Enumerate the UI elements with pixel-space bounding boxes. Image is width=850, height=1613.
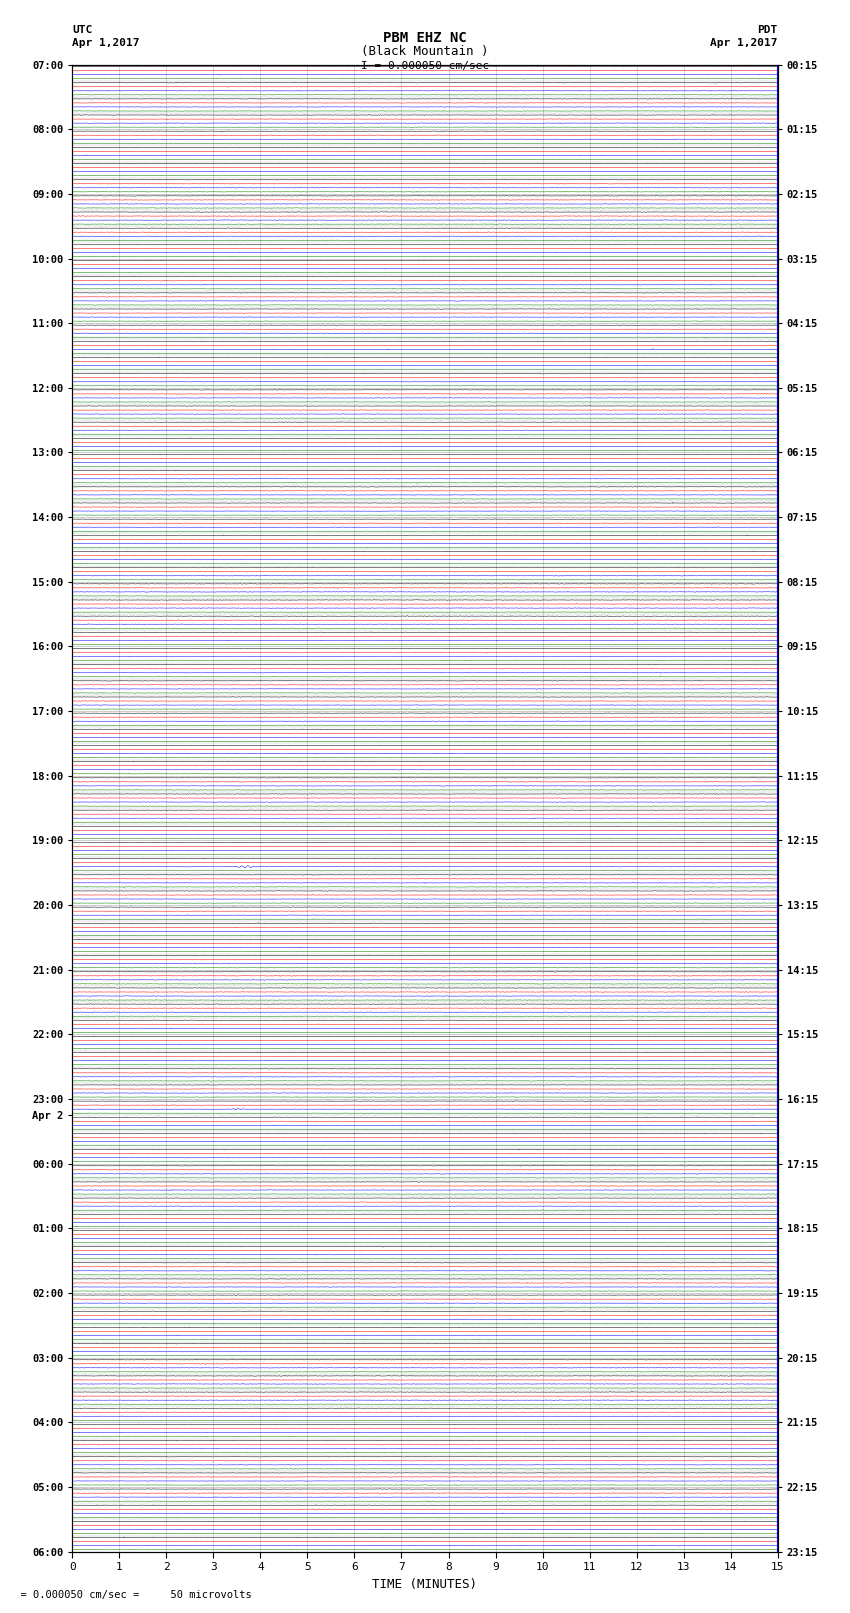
Text: Apr 1,2017: Apr 1,2017 [72,39,139,48]
Text: I = 0.000050 cm/sec: I = 0.000050 cm/sec [361,61,489,71]
Text: UTC: UTC [72,26,93,35]
Text: PDT: PDT [757,26,778,35]
Text: PBM EHZ NC: PBM EHZ NC [383,31,467,45]
Text: (Black Mountain ): (Black Mountain ) [361,45,489,58]
X-axis label: TIME (MINUTES): TIME (MINUTES) [372,1578,478,1590]
Text: Apr 1,2017: Apr 1,2017 [711,39,778,48]
Text: = 0.000050 cm/sec =     50 microvolts: = 0.000050 cm/sec = 50 microvolts [8,1590,252,1600]
